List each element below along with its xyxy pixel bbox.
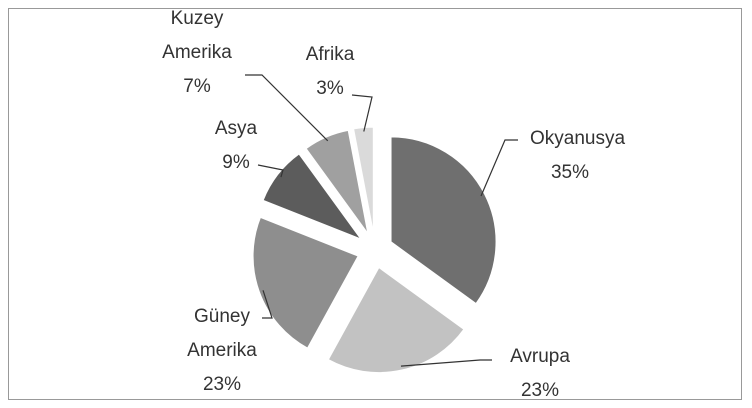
data-label: Afrika 3% (275, 38, 385, 106)
category-label: Okyanusya (530, 128, 626, 149)
category-label: Güney Amerika (187, 306, 257, 361)
pie-slice (305, 129, 369, 234)
pie-slice (327, 266, 465, 374)
data-label: Okyanusya 35% (515, 122, 625, 190)
leader-line (262, 290, 273, 319)
category-label: Kuzey Amerika (162, 8, 232, 63)
pie-slice (353, 126, 374, 233)
value-label: 23% (520, 380, 560, 401)
value-label: 7% (183, 76, 211, 97)
leader-line (400, 359, 492, 367)
category-label: Avrupa (510, 346, 570, 367)
value-label: 9% (222, 152, 250, 173)
category-label: Asya (214, 118, 258, 139)
data-label: Asya 9% (181, 112, 291, 180)
pie-slice (252, 216, 359, 349)
leader-line (351, 94, 373, 132)
data-label: Güney Amerika 23% (167, 300, 277, 402)
pie-slice (390, 136, 497, 305)
pie-slice (262, 153, 363, 241)
value-label: 23% (202, 374, 242, 395)
value-label: 35% (550, 162, 590, 183)
leader-line (480, 139, 518, 197)
leader-line (257, 164, 284, 178)
data-label: Kuzey Amerika 7% (142, 2, 252, 104)
category-label: Afrika (305, 44, 355, 65)
leader-line (245, 74, 329, 142)
data-label: Avrupa 23% (485, 340, 595, 408)
value-label: 3% (316, 78, 344, 99)
